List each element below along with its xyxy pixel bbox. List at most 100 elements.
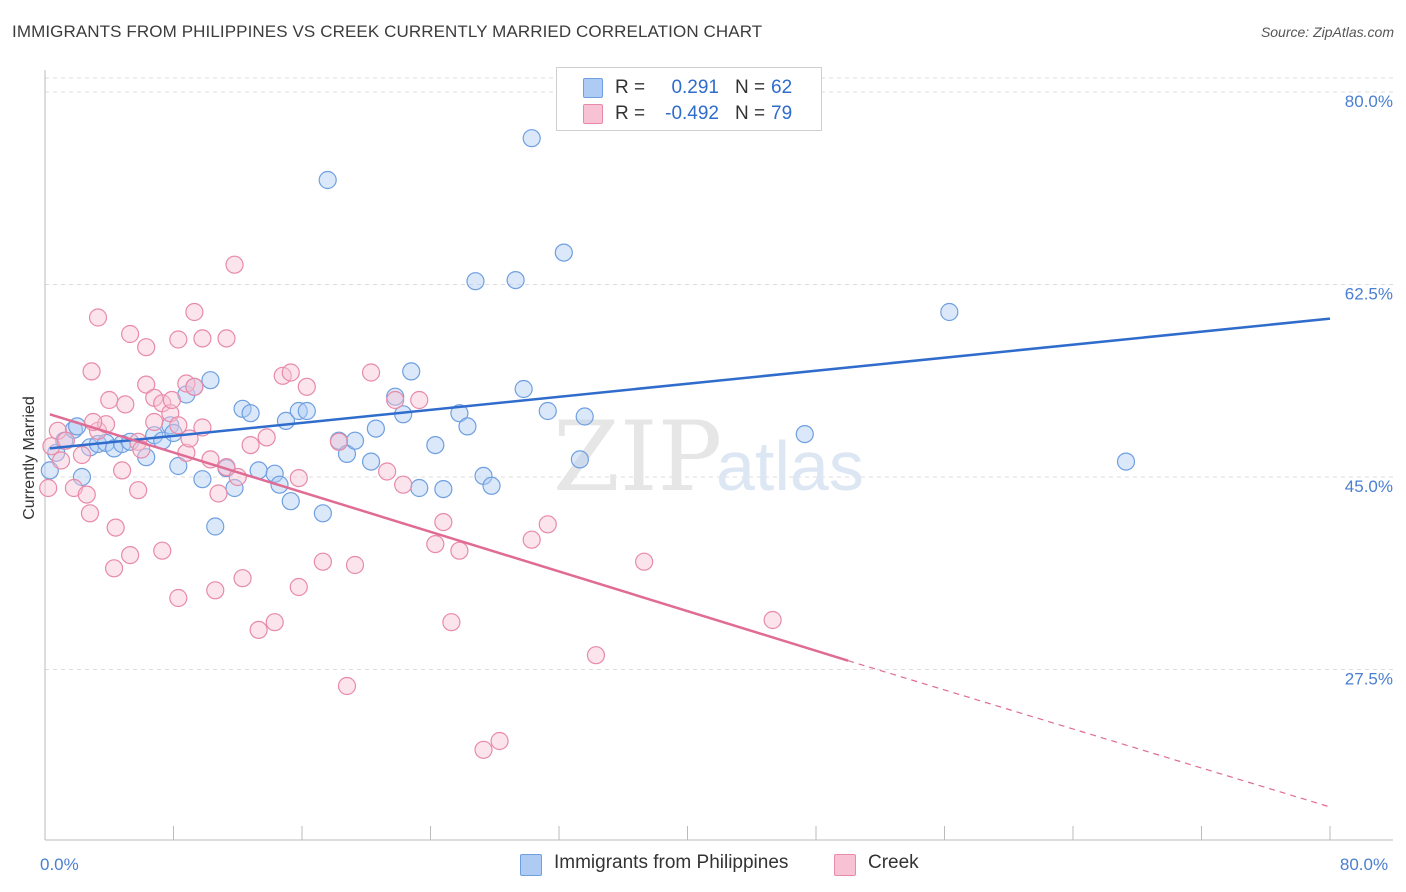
data-points bbox=[39, 129, 1136, 759]
point-creek bbox=[112, 461, 132, 480]
point-philippines bbox=[506, 271, 525, 290]
legend-r-value: 0.291 bbox=[671, 77, 719, 98]
legend-swatch-creek bbox=[583, 104, 603, 124]
point-creek bbox=[394, 475, 413, 494]
point-creek bbox=[474, 740, 493, 759]
point-creek bbox=[217, 329, 236, 348]
point-creek bbox=[337, 676, 357, 696]
point-creek bbox=[522, 530, 541, 549]
point-philippines bbox=[575, 407, 594, 426]
point-creek bbox=[88, 308, 108, 327]
point-philippines bbox=[241, 404, 260, 423]
point-philippines bbox=[201, 371, 220, 390]
point-philippines bbox=[193, 470, 212, 489]
point-philippines bbox=[514, 379, 533, 399]
point-creek bbox=[153, 541, 172, 560]
x-tick-label: 80.0% bbox=[1340, 855, 1388, 874]
point-philippines bbox=[1116, 452, 1136, 471]
point-philippines bbox=[206, 517, 225, 536]
point-creek bbox=[490, 731, 509, 751]
point-philippines bbox=[345, 431, 365, 450]
legend-row-creek: R = -0.492 N = 79 bbox=[557, 101, 821, 129]
point-creek bbox=[410, 390, 429, 410]
legend-n-label: N = bbox=[735, 103, 766, 124]
legend-r-value: -0.492 bbox=[665, 103, 719, 124]
point-creek bbox=[209, 484, 228, 503]
stats-legend: R = 0.291 N = 62 R = -0.492 N = 79 bbox=[556, 67, 822, 131]
tick-labels: 80.0% 62.5% 45.0% 27.5% 0.0% 80.0% bbox=[40, 92, 1393, 874]
point-creek bbox=[121, 324, 140, 344]
point-creek bbox=[51, 451, 71, 470]
y-tick-label: 27.5% bbox=[1345, 670, 1393, 689]
point-creek bbox=[104, 559, 124, 578]
series-label-philippines: Immigrants from Philippines bbox=[554, 852, 789, 873]
legend-swatch-philippines bbox=[583, 78, 603, 98]
point-creek bbox=[82, 362, 101, 381]
point-philippines bbox=[940, 302, 959, 322]
point-creek bbox=[206, 581, 225, 600]
y-tick-label: 80.0% bbox=[1345, 92, 1393, 111]
axes bbox=[44, 70, 1393, 841]
point-philippines bbox=[402, 362, 421, 381]
point-philippines bbox=[522, 129, 541, 148]
point-creek bbox=[185, 377, 204, 396]
point-creek bbox=[129, 481, 148, 500]
point-creek bbox=[378, 462, 397, 481]
series-legend: Immigrants from Philippines Creek bbox=[0, 852, 1406, 878]
trend-line-creek-extension bbox=[847, 660, 1331, 808]
point-creek bbox=[80, 504, 100, 523]
point-creek bbox=[121, 545, 140, 565]
point-creek bbox=[116, 395, 135, 414]
point-philippines bbox=[281, 492, 300, 511]
point-creek bbox=[132, 440, 151, 459]
point-philippines bbox=[450, 404, 469, 423]
point-creek bbox=[169, 416, 188, 435]
point-creek bbox=[56, 431, 75, 450]
point-philippines bbox=[795, 425, 814, 444]
point-creek bbox=[77, 485, 96, 504]
legend-r-label: R = bbox=[615, 103, 646, 124]
point-creek bbox=[241, 436, 260, 455]
point-philippines bbox=[169, 456, 188, 476]
point-creek bbox=[249, 620, 268, 640]
legend-row-philippines: R = 0.291 N = 62 bbox=[557, 75, 821, 103]
point-philippines bbox=[366, 419, 385, 438]
point-creek bbox=[72, 445, 92, 465]
point-creek bbox=[281, 363, 300, 382]
point-creek bbox=[233, 569, 252, 588]
y-tick-label: 45.0% bbox=[1345, 477, 1393, 496]
legend-n-value: 79 bbox=[771, 103, 793, 124]
point-philippines bbox=[297, 401, 316, 421]
point-creek bbox=[225, 255, 244, 274]
point-creek bbox=[162, 390, 181, 410]
legend-n-label: N = bbox=[735, 77, 766, 98]
point-philippines bbox=[466, 272, 485, 291]
chart-title: IMMIGRANTS FROM PHILIPPINES VS CREEK CUR… bbox=[12, 22, 763, 41]
point-creek bbox=[313, 552, 332, 571]
point-creek bbox=[763, 610, 782, 630]
point-creek bbox=[450, 541, 469, 560]
point-philippines bbox=[361, 452, 381, 471]
point-philippines bbox=[410, 478, 429, 498]
point-creek bbox=[538, 515, 557, 534]
point-creek bbox=[329, 432, 349, 451]
legend-n-value: 62 bbox=[771, 77, 793, 98]
point-creek bbox=[265, 613, 284, 632]
point-creek bbox=[586, 646, 606, 665]
trend-lines bbox=[49, 317, 1331, 808]
series-swatch-philippines bbox=[520, 854, 542, 876]
point-philippines bbox=[458, 417, 477, 436]
point-creek bbox=[185, 302, 204, 322]
point-creek bbox=[386, 390, 405, 410]
source-label: Source: ZipAtlas.com bbox=[1260, 24, 1394, 40]
point-creek bbox=[289, 469, 308, 488]
trend-line-creek bbox=[49, 413, 849, 662]
point-philippines bbox=[482, 476, 501, 495]
point-creek bbox=[137, 338, 156, 357]
point-philippines bbox=[434, 480, 453, 499]
y-axis-title: Currently Married bbox=[21, 396, 38, 520]
point-creek bbox=[635, 552, 654, 571]
point-philippines bbox=[538, 401, 557, 421]
point-philippines bbox=[570, 450, 589, 469]
